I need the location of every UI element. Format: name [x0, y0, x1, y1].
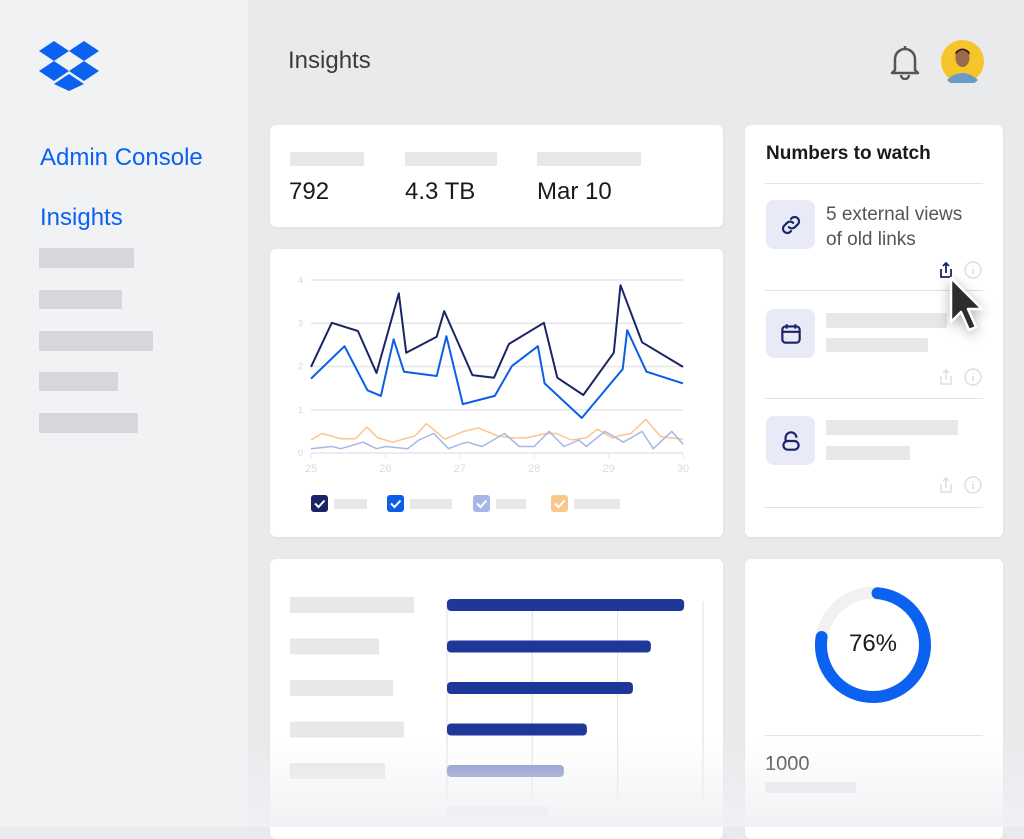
stat-value-date: Mar 10: [537, 178, 612, 205]
legend-item: [551, 495, 620, 512]
share-icon[interactable]: [937, 368, 955, 386]
sidebar-item-insights[interactable]: Insights: [40, 204, 123, 231]
sidebar: Admin Console Insights: [0, 0, 248, 827]
stats-card: [270, 125, 723, 227]
numbers-item-line1: 5 external views: [826, 204, 963, 225]
x-tick-label: 25: [305, 463, 317, 475]
sidebar-item-placeholder[interactable]: [39, 372, 118, 391]
mouse-cursor-icon: [949, 276, 984, 332]
share-icon[interactable]: [937, 261, 955, 279]
series-line: [310, 418, 684, 443]
calendar-icon-box: [766, 309, 815, 358]
x-tick-label: 29: [602, 463, 614, 475]
legend-checkbox: [387, 495, 404, 512]
stat-value-count: 792: [289, 178, 330, 205]
numbers-item-line2: of old links: [826, 229, 916, 250]
unlock-icon: [781, 430, 800, 451]
info-icon[interactable]: [964, 476, 982, 494]
legend-label-placeholder: [410, 499, 452, 509]
stat-label-placeholder: [405, 152, 497, 166]
line-chart: 0 1 2 3 4 25 26 27 28 29 30: [298, 275, 689, 512]
text-placeholder: [826, 338, 928, 352]
calendar-icon: [780, 323, 801, 344]
legend-label-placeholder: [574, 499, 620, 509]
numbers-item-text: 5 external views of old links: [826, 202, 962, 252]
divider: [765, 183, 983, 184]
y-tick-label: 1: [298, 405, 303, 415]
y-tick-label: 2: [298, 362, 303, 372]
bar-label-placeholder: [290, 597, 414, 613]
bar-label-placeholder: [290, 721, 404, 738]
sidebar-item-placeholder[interactable]: [39, 248, 134, 268]
y-tick-label: 4: [298, 275, 303, 285]
legend-item: [311, 495, 367, 512]
donut-label: 76%: [848, 630, 898, 657]
bar-label-placeholder: [290, 680, 393, 696]
check-icon: [554, 499, 566, 509]
series-line: [310, 329, 684, 419]
bottom-fade: [248, 740, 1024, 827]
y-tick-label: 0: [298, 448, 303, 458]
bar-label-placeholder: [290, 638, 379, 655]
divider: [765, 398, 983, 399]
bar: [447, 682, 633, 694]
sidebar-item-placeholder[interactable]: [39, 413, 138, 433]
divider: [765, 735, 983, 736]
legend-item: [473, 495, 526, 512]
legend-checkbox: [311, 495, 328, 512]
series-line: [310, 430, 684, 450]
legend-label-placeholder: [334, 499, 367, 509]
text-placeholder: [826, 420, 958, 435]
donut-chart: [815, 587, 931, 703]
bar: [447, 723, 587, 736]
text-placeholder: [826, 446, 910, 460]
x-tick-label: 30: [677, 463, 689, 475]
bar: [447, 640, 651, 653]
x-tick-label: 26: [379, 463, 391, 475]
sidebar-item-placeholder[interactable]: [39, 331, 153, 351]
check-icon: [390, 499, 402, 509]
check-icon: [476, 499, 488, 509]
bar: [447, 599, 685, 611]
x-tick-label: 28: [528, 463, 540, 475]
info-icon[interactable]: [964, 368, 982, 386]
avatar[interactable]: [941, 40, 984, 83]
legend-checkbox: [551, 495, 568, 512]
legend-checkbox: [473, 495, 490, 512]
donut-progress: [815, 587, 931, 703]
unlock-icon-box: [766, 416, 815, 465]
sidebar-item-placeholder[interactable]: [39, 290, 122, 309]
share-icon[interactable]: [937, 476, 955, 494]
divider: [765, 290, 983, 291]
divider: [765, 507, 983, 508]
bell-icon[interactable]: [889, 44, 921, 80]
link-icon: [781, 215, 800, 234]
sidebar-item-admin-console[interactable]: Admin Console: [40, 144, 203, 171]
stat-label-placeholder: [537, 152, 641, 166]
numbers-to-watch-title: Numbers to watch: [766, 143, 931, 164]
x-tick-label: 27: [454, 463, 466, 475]
text-placeholder: [826, 313, 947, 328]
y-tick-label: 3: [298, 318, 303, 328]
series-line: [310, 284, 684, 396]
page-title: Insights: [288, 47, 371, 74]
check-icon: [314, 499, 326, 509]
dropbox-logo[interactable]: [39, 41, 99, 91]
legend-item: [387, 495, 452, 512]
link-icon-box: [766, 200, 815, 249]
stat-label-placeholder: [290, 152, 364, 166]
info-icon[interactable]: [964, 261, 982, 279]
legend-label-placeholder: [496, 499, 526, 509]
stat-value-storage: 4.3 TB: [405, 178, 476, 205]
